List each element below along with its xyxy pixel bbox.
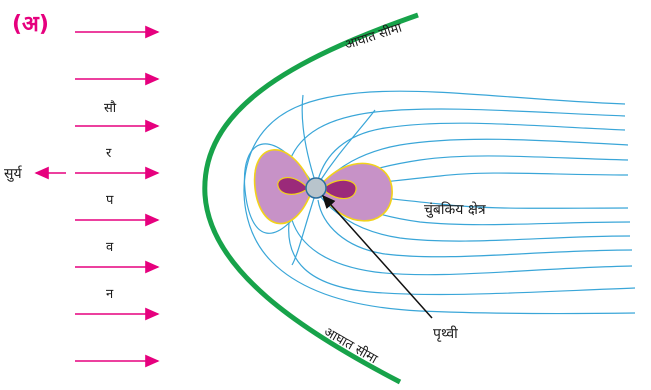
wind-letter-4: व bbox=[106, 240, 114, 255]
magnetic-field-label: चुंबकिय क्षेत्र bbox=[424, 202, 486, 218]
wind-letter-2: र bbox=[106, 146, 112, 161]
solar-wind-arrows bbox=[34, 25, 160, 368]
earth-pointer-line bbox=[322, 194, 433, 319]
sun-label: सुर्य bbox=[4, 166, 22, 182]
belt-left-inner bbox=[277, 177, 307, 195]
bow-shock-curve bbox=[202, 12, 419, 385]
field-lines bbox=[243, 90, 636, 315]
earth-label: पृथ्वी bbox=[433, 326, 458, 342]
wind-letter-3: प bbox=[106, 193, 114, 208]
radiation-belts bbox=[253, 149, 393, 225]
wind-letter-1: सौ bbox=[104, 101, 117, 116]
part-label: (अ) bbox=[12, 12, 49, 37]
wind-letter-5: न bbox=[106, 287, 114, 302]
earth-globe bbox=[305, 177, 327, 199]
